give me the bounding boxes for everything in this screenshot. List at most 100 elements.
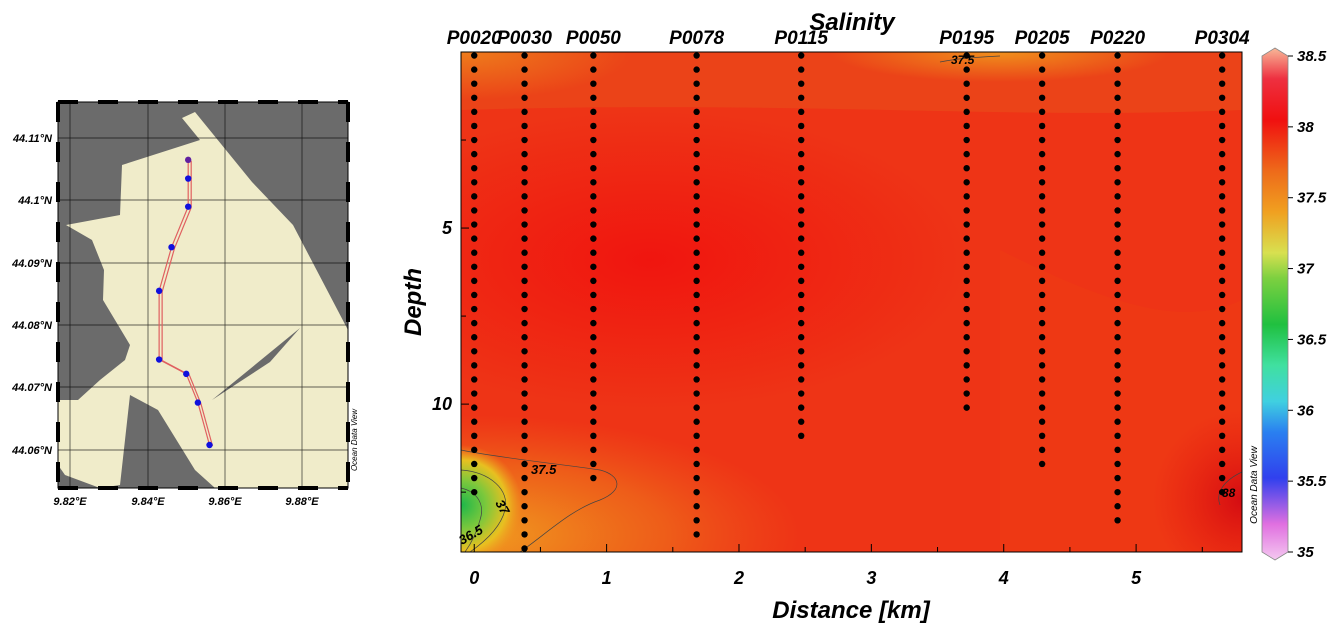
sample-dot <box>693 460 700 468</box>
sample-dot <box>521 348 528 355</box>
sample-dot <box>1218 150 1226 158</box>
sample-dot <box>963 66 970 73</box>
sample-dot <box>963 94 970 101</box>
sample-dot <box>693 263 700 270</box>
map-frame-dashes <box>56 100 350 490</box>
map-station-dot <box>155 356 163 363</box>
sample-dot <box>963 80 970 87</box>
sample-dot <box>693 235 700 242</box>
sample-dot <box>521 418 528 425</box>
sample-dot <box>521 150 528 158</box>
sample-dot <box>1114 460 1121 468</box>
sample-dot <box>521 531 528 538</box>
sample-dot <box>693 348 700 355</box>
sample-dot <box>1114 277 1121 285</box>
sample-dot <box>963 207 970 214</box>
sample-dot <box>1114 432 1121 440</box>
sample-dot <box>1114 503 1121 510</box>
sample-dot <box>797 207 805 214</box>
sample-dot <box>1218 108 1226 116</box>
sample-dot <box>471 164 478 172</box>
sample-dot <box>1114 108 1121 116</box>
sample-dot <box>590 418 597 425</box>
sample-dot <box>1038 150 1046 158</box>
sample-dot <box>797 362 805 369</box>
sample-dot <box>1038 207 1046 214</box>
map-station-dot <box>184 203 192 210</box>
sample-dot <box>590 52 597 59</box>
sample-dot <box>797 235 805 242</box>
sample-dot <box>1038 305 1046 313</box>
sample-dot <box>521 249 528 256</box>
sample-dot <box>797 432 805 440</box>
colorbar-watermark: Ocean Data View <box>1249 445 1260 523</box>
sample-dot <box>471 277 478 285</box>
sample-dot <box>963 108 970 116</box>
sample-dot <box>1038 80 1046 87</box>
station-label: P0115 <box>774 28 828 49</box>
station-label: P0020 <box>447 28 502 49</box>
sample-dot <box>1218 52 1226 59</box>
sample-dot <box>797 305 805 313</box>
map-grid <box>58 102 348 488</box>
sample-dot <box>693 517 700 524</box>
sample-dot <box>471 446 478 454</box>
sample-dot <box>1218 488 1226 496</box>
sample-dot <box>1218 432 1226 440</box>
sample-dot <box>797 66 805 73</box>
sample-dot <box>471 80 478 87</box>
sample-dot <box>1038 348 1046 355</box>
sample-dot <box>521 291 528 299</box>
sample-dot <box>521 193 528 200</box>
map-frame <box>57 101 349 489</box>
sample-dot <box>521 277 528 285</box>
x-tick-label: 1 <box>602 568 612 588</box>
sample-dot <box>1114 193 1121 200</box>
sample-dot <box>590 348 597 355</box>
sample-dot <box>963 52 970 59</box>
sample-dot <box>1114 418 1121 425</box>
sample-dot <box>471 136 478 144</box>
sample-dot <box>471 122 478 130</box>
sample-dot <box>590 474 597 482</box>
sample-dot <box>797 376 805 383</box>
sample-dot <box>521 460 528 468</box>
sample-dot <box>963 249 970 256</box>
sample-dot <box>1114 249 1121 256</box>
sample-dot <box>521 263 528 270</box>
lat-tick-label: 44.06°N <box>11 445 53 457</box>
sample-dot <box>797 249 805 256</box>
sample-dot <box>797 348 805 355</box>
lat-tick-label: 44.08°N <box>11 320 53 332</box>
sample-dot <box>521 517 528 524</box>
sample-dot <box>1038 164 1046 172</box>
sample-dot <box>521 108 528 116</box>
sample-dot <box>590 446 597 454</box>
sample-dot <box>1218 249 1226 256</box>
island-shape <box>212 328 300 400</box>
sample-dot <box>590 277 597 285</box>
sample-dot <box>1038 52 1046 59</box>
sample-dot <box>693 334 700 341</box>
sample-dot <box>1114 474 1121 482</box>
sample-dot <box>963 221 970 228</box>
map-station-dot <box>184 156 192 164</box>
sample-dot <box>1218 291 1226 299</box>
sample-dot <box>1218 179 1226 186</box>
x-axis-label: Distance [km] <box>772 597 930 624</box>
sample-dot <box>521 474 528 482</box>
sample-dot <box>797 263 805 270</box>
sample-dot <box>1114 334 1121 341</box>
sample-dot <box>1038 418 1046 425</box>
sample-dot <box>590 207 597 214</box>
sample-dot <box>1038 94 1046 101</box>
contour-line <box>1218 471 1242 506</box>
station-label: P0030 <box>497 28 552 49</box>
sample-dot <box>693 108 700 116</box>
sample-dot <box>963 164 970 172</box>
sample-dot <box>521 80 528 87</box>
sample-dot <box>521 503 528 510</box>
station-label: P0195 <box>939 28 994 49</box>
sample-dot <box>471 460 478 468</box>
y-axis-label: Depth <box>400 268 427 336</box>
